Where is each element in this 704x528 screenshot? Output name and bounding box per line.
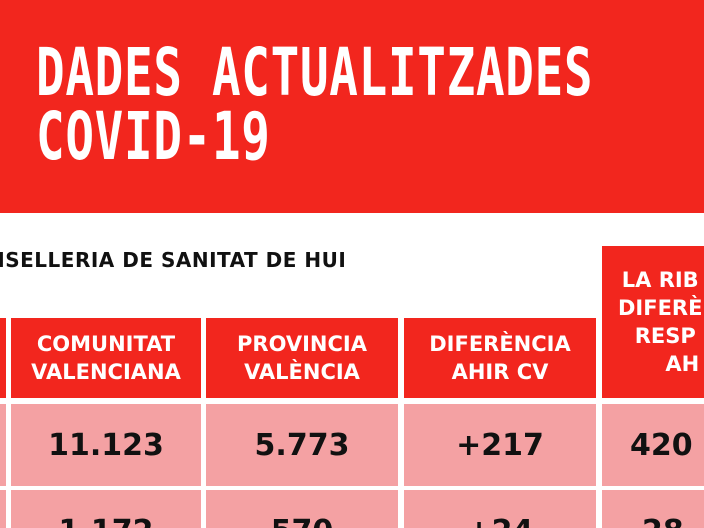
page-title-line-2: COVID-19 (36, 98, 271, 175)
header-line: VALÈNCIA (244, 360, 360, 384)
header-line: DIFERÈNCIA (429, 332, 571, 356)
value-ribera-total: 420 (602, 404, 704, 486)
value-cell-edge (0, 404, 6, 486)
value-ribera-secondary: 28 (602, 490, 704, 528)
header-line: AH (665, 352, 700, 376)
value-cell-edge (0, 490, 6, 528)
header-line: COMUNITAT (36, 332, 176, 356)
value-diferencia-total: +217 (404, 404, 596, 486)
header-line: DIFERÈ (618, 296, 703, 320)
header-line: RESP (634, 324, 696, 348)
header-la-ribera: LA RIB DIFERÈ RESP AH (602, 246, 704, 398)
title-banner: DADES ACTUALITZADES COVID-19 (0, 0, 704, 213)
value-comunitat-secondary: 1.172 (11, 490, 201, 528)
value-provincia-secondary: 570 (206, 490, 398, 528)
value-provincia-total: 5.773 (206, 404, 398, 486)
value-comunitat-total: 11.123 (11, 404, 201, 486)
header-line: VALENCIANA (31, 360, 181, 384)
header-diferencia-ahir: DIFERÈNCIA AHIR CV (404, 318, 596, 398)
header-line: AHIR CV (451, 360, 549, 384)
page-title-line-1: DADES ACTUALITZADES (36, 34, 594, 111)
header-cell-edge (0, 318, 6, 398)
header-comunitat-valenciana: COMUNITAT VALENCIANA (11, 318, 201, 398)
header-line: PROVINCIA (237, 332, 367, 356)
value-diferencia-secondary: +24 (404, 490, 596, 528)
header-provincia-valencia: PROVINCIA VALÈNCIA (206, 318, 398, 398)
header-line: LA RIB (621, 268, 699, 292)
source-subtitle: NSELLERIA DE SANITAT DE HUI (0, 248, 347, 272)
